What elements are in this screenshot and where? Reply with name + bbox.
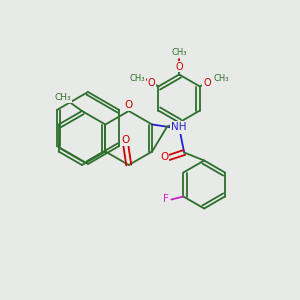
Text: F: F	[164, 194, 169, 205]
Text: O: O	[203, 77, 211, 88]
Text: O: O	[124, 100, 133, 110]
Text: O: O	[160, 152, 168, 163]
Text: O: O	[148, 77, 155, 88]
Text: CH₃: CH₃	[171, 48, 187, 57]
Text: CH₃: CH₃	[55, 94, 71, 103]
Text: O: O	[122, 135, 130, 145]
Text: NH: NH	[171, 122, 187, 133]
Text: CH₃: CH₃	[213, 74, 229, 83]
Text: CH₃: CH₃	[130, 74, 145, 83]
Text: O: O	[175, 61, 183, 71]
